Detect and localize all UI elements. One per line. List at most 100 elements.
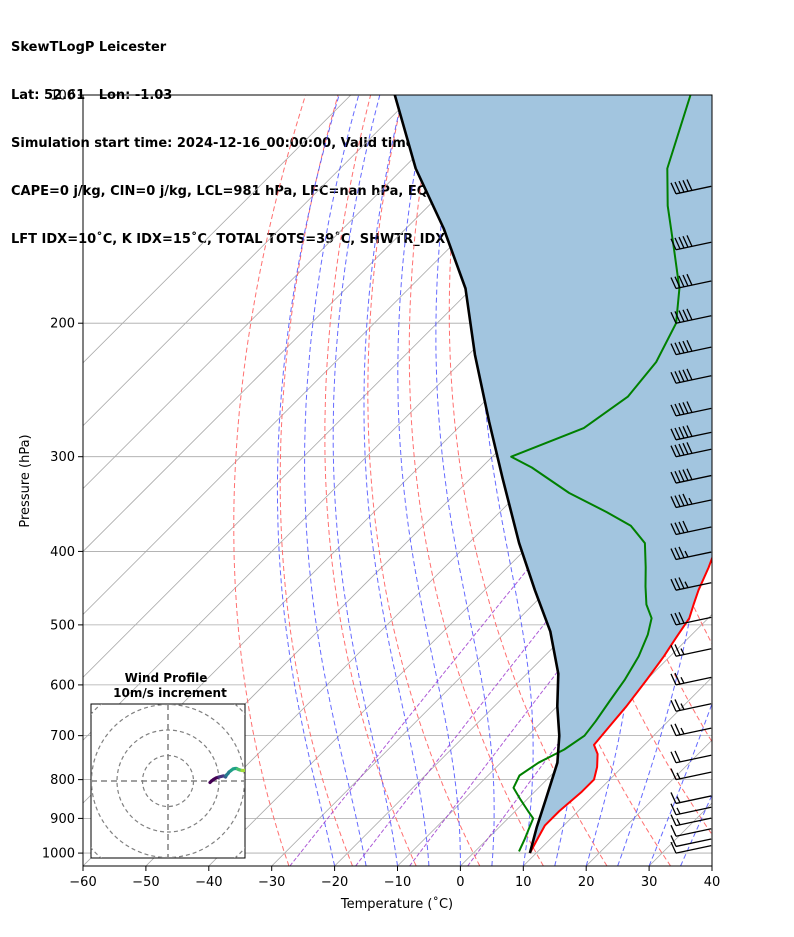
x-tick-label: −40 [195,875,222,890]
wind-barb [670,644,712,657]
wind-barb [670,493,712,509]
moist-adiabat-line [680,793,712,866]
moist-adiabat-line [435,95,495,866]
barb-flag [674,311,681,323]
barb-half-flag [676,796,681,803]
isotherm-line [775,95,794,866]
barb-flag [682,235,689,248]
barb-flag [682,180,689,192]
wind-barb [670,723,712,737]
wind-barb [670,425,712,441]
dry-adiabat-line [324,95,417,866]
barb-flag [670,343,677,355]
x-tick-label: −10 [384,875,411,890]
y-tick-label: 600 [50,678,75,693]
barb-staff [675,754,712,764]
y-axis-label: Pressure (hPa) [18,434,33,527]
barb-staff [675,727,712,737]
wind-barb [670,442,712,458]
barb-flag [670,724,677,736]
barb-flag [670,699,677,712]
barb-flag [678,275,685,288]
barb-staff [675,185,712,195]
barb-staff [675,817,712,827]
x-tick-label: 10 [515,875,532,890]
dry-adiabat-line [279,95,353,866]
wind-barb [670,368,712,384]
y-tick-label: 500 [50,618,75,633]
x-tick-label: −20 [321,875,348,890]
barb-flag [682,442,689,455]
barb-flag [670,824,677,837]
barb-flag [678,402,685,415]
barb-half-flag [688,497,693,505]
wind-barb [670,520,712,536]
barb-flag [686,339,693,352]
barb-half-flag [680,727,685,735]
barb-flag [686,368,693,381]
barb-staff [675,771,712,781]
barb-flag [674,522,681,534]
barb-staff [675,806,712,816]
barb-flag [670,673,677,686]
barb-flag [670,644,677,657]
barb-flag [682,469,689,481]
x-tick-label: 30 [641,875,658,890]
barb-flag [674,578,681,590]
temperature-line [529,555,712,854]
barb-flag [670,311,677,324]
barb-flag [682,402,689,414]
wind-barb [670,308,712,324]
barb-staff [675,676,712,686]
isotherm-line [83,95,477,490]
barb-flag [682,493,689,506]
wind-barb [670,468,712,484]
hodograph-title: Wind Profile [125,671,208,685]
moist-adiabat-line [332,95,398,866]
barb-flag [670,238,677,251]
barb-flag [674,276,681,288]
wind-barb [670,699,712,712]
hodograph-segment [247,768,248,769]
barb-flag [670,803,677,815]
barb-flag [682,520,689,533]
barb-flag [682,309,689,321]
barb-flag [670,841,677,854]
barb-flag [678,470,685,482]
hodograph-rings [91,704,245,858]
barb-staff [675,407,712,417]
barb-flag [670,428,677,441]
barb-flag [674,470,681,483]
y-tick-label: 300 [50,450,75,465]
y-tick-label: 200 [50,317,75,332]
barb-flag [674,444,681,457]
isotherm-line [711,865,712,866]
wind-barb [670,803,712,816]
x-tick-label: 20 [578,875,595,890]
barb-flag [678,370,685,382]
barb-flag [682,340,689,353]
parcel-line [393,95,561,854]
mixing-ratio-line [289,551,543,866]
isotherm-line [334,488,712,866]
moist-adiabat-line [648,702,712,866]
barb-flag [674,181,681,194]
barb-half-flag [676,818,681,826]
moist-adiabat-line [397,95,461,866]
barb-staff [675,648,712,657]
barb-flag [670,277,677,289]
barb-half-flag [680,703,685,710]
barb-flag [670,445,677,457]
dry-adiabat-line [233,95,306,866]
barb-half-flag [684,550,689,558]
barb-flag [670,548,677,560]
barb-flag [670,404,677,417]
wind-barb [670,339,712,356]
wind-barb [670,179,712,195]
barb-staff [675,795,712,805]
barb-flag [678,236,685,249]
barb-flag [674,371,681,383]
barb-flag [678,611,685,624]
barb-flag [670,471,677,484]
barb-flag [678,341,685,354]
